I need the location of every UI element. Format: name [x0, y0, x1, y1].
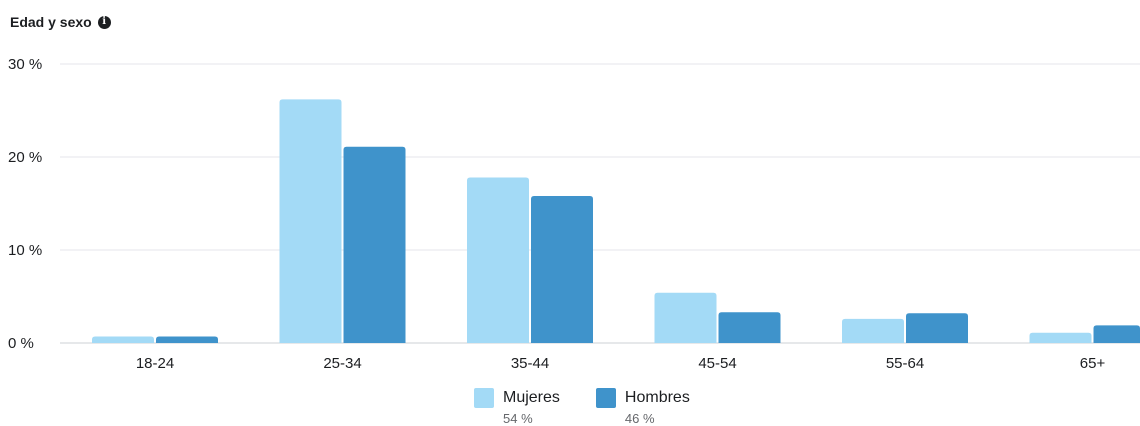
legend-label: Hombres	[624, 389, 690, 406]
x-tick-label: 35-44	[511, 355, 549, 372]
legend-swatch	[595, 388, 616, 408]
legend-row: Hombres	[595, 388, 690, 408]
y-tick-label: 20 %	[8, 149, 42, 166]
legend-swatch	[474, 388, 494, 408]
bar-hombres[interactable]	[531, 196, 593, 343]
info-icon[interactable]: i	[97, 15, 111, 29]
y-tick-label: 30 %	[8, 56, 42, 73]
bar-mujeres[interactable]	[467, 177, 529, 343]
bar-hombres[interactable]	[718, 312, 781, 343]
legend-percentage: 54 %	[503, 411, 533, 426]
x-tick-label: 45-54	[698, 355, 736, 372]
bar-hombres[interactable]	[906, 313, 968, 343]
x-tick-label: 65+	[1080, 355, 1106, 372]
bar-mujeres[interactable]	[842, 318, 904, 343]
x-tick-label: 25-34	[323, 355, 361, 372]
chart-title: Edad y sexo	[10, 14, 92, 30]
bar-chart: 0 % 10 % 20 % 30 % 18-24 25-34 35-44 45-54 55-64…	[8, 56, 1140, 372]
bar-mujeres[interactable]	[1029, 332, 1092, 343]
legend-row: Mujeres	[474, 388, 560, 408]
x-tick-label: 18-24	[136, 355, 174, 372]
bar-mujeres[interactable]	[654, 292, 717, 343]
legend-label: Mujeres	[503, 389, 560, 406]
bar-mujeres[interactable]	[92, 336, 154, 343]
chart-header: Edad y sexo i	[10, 14, 111, 30]
bar-hombres[interactable]	[156, 336, 218, 343]
legend-item-hombres[interactable]: Hombres 46 %	[595, 388, 690, 426]
y-tick-label: 10 %	[8, 242, 42, 259]
legend-item-mujeres[interactable]: Mujeres 54 %	[474, 388, 560, 426]
bar-hombres[interactable]	[1093, 325, 1140, 343]
chart-legend: Mujeres 54 % Hombres 46 %	[474, 388, 690, 426]
bar-mujeres[interactable]	[279, 99, 342, 343]
x-tick-label: 55-64	[886, 355, 924, 372]
bar-hombres[interactable]	[343, 146, 406, 343]
y-tick-label: 0 %	[8, 335, 34, 352]
legend-percentage: 46 %	[624, 411, 655, 426]
